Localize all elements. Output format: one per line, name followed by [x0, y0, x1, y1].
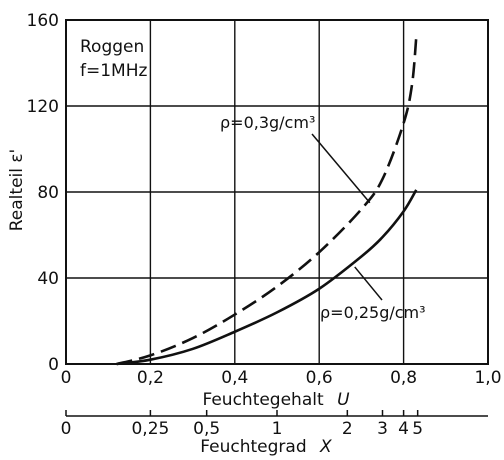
secondary-x-axis-label-symbol: X	[319, 437, 332, 457]
secondary-x-axis-label-text: Feuchtegrad	[200, 437, 306, 457]
curve-annotations: ρ=0,3g/cm³ ρ=0,25g/cm³	[220, 113, 426, 322]
annotation-leader-line	[354, 266, 383, 301]
annotation-leader-line	[311, 133, 371, 204]
secondary-x-tick-labels: 0 0,25 0,5 1 2 3 4 5	[61, 410, 423, 439]
secondary-x-axis-label: Feuchtegrad X	[200, 437, 332, 457]
series-line-dashed	[116, 37, 418, 366]
x-axis-label-text: Feuchtegehalt	[202, 390, 323, 410]
curves	[116, 37, 418, 366]
x2-tick-label: 0,25	[131, 419, 169, 439]
y-tick-label: 0	[48, 355, 59, 375]
x-tick-label: 0	[61, 368, 72, 388]
series-line-solid	[116, 189, 418, 366]
x2-tick-label: 1	[272, 419, 283, 439]
tick-labels: 0 0,2 0,4 0,6 0,8 1,0 0 40 80 120 160	[27, 11, 502, 388]
x2-tick-label: 0,5	[193, 419, 220, 439]
y-tick-label: 40	[37, 269, 59, 289]
x2-tick-label: 3	[377, 419, 388, 439]
x-tick-label: 1,0	[474, 368, 501, 388]
y-tick-label: 160	[27, 11, 59, 31]
x-tick-label: 0,8	[390, 368, 417, 388]
inset-box: Roggen f=1MHz	[80, 37, 147, 81]
x2-tick-label: 0	[61, 419, 72, 439]
inset-text-sample: Roggen	[80, 37, 144, 57]
y-axis-label: Realteil ε'	[7, 149, 27, 232]
x-axis-label: Feuchtegehalt U	[202, 390, 350, 410]
x2-tick-label: 2	[342, 419, 353, 439]
annotation-density-0-3: ρ=0,3g/cm³	[220, 113, 315, 132]
x-tick-label: 0,2	[137, 368, 164, 388]
x-tick-label: 0,4	[221, 368, 248, 388]
y-tick-label: 120	[27, 97, 59, 117]
grid	[66, 20, 488, 364]
annotation-density-0-25: ρ=0,25g/cm³	[320, 303, 426, 322]
x-tick-label: 0,6	[306, 368, 333, 388]
y-tick-label: 80	[37, 183, 59, 203]
inset-text-frequency: f=1MHz	[80, 61, 147, 81]
x2-tick-label: 4	[398, 419, 409, 439]
x-axis-label-symbol: U	[337, 390, 350, 410]
x2-tick-label: 5	[412, 419, 423, 439]
plot-frame	[65, 19, 489, 365]
